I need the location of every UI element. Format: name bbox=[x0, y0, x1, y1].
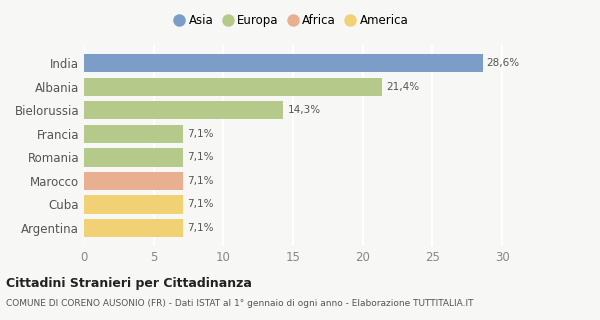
Text: 21,4%: 21,4% bbox=[386, 82, 419, 92]
Bar bbox=[84, 101, 283, 119]
Bar bbox=[84, 172, 183, 190]
Bar bbox=[84, 219, 183, 237]
Text: 7,1%: 7,1% bbox=[187, 176, 214, 186]
Bar bbox=[84, 54, 482, 72]
Text: 7,1%: 7,1% bbox=[187, 223, 214, 233]
Legend: Asia, Europa, Africa, America: Asia, Europa, Africa, America bbox=[175, 14, 408, 28]
Text: 7,1%: 7,1% bbox=[187, 129, 214, 139]
Text: 7,1%: 7,1% bbox=[187, 199, 214, 210]
Text: 14,3%: 14,3% bbox=[287, 105, 320, 115]
Text: 28,6%: 28,6% bbox=[487, 58, 520, 68]
Bar bbox=[84, 124, 183, 143]
Text: Cittadini Stranieri per Cittadinanza: Cittadini Stranieri per Cittadinanza bbox=[6, 277, 252, 290]
Bar bbox=[84, 148, 183, 167]
Text: 7,1%: 7,1% bbox=[187, 152, 214, 162]
Text: COMUNE DI CORENO AUSONIO (FR) - Dati ISTAT al 1° gennaio di ogni anno - Elaboraz: COMUNE DI CORENO AUSONIO (FR) - Dati IST… bbox=[6, 299, 473, 308]
Bar bbox=[84, 195, 183, 214]
Bar bbox=[84, 77, 382, 96]
